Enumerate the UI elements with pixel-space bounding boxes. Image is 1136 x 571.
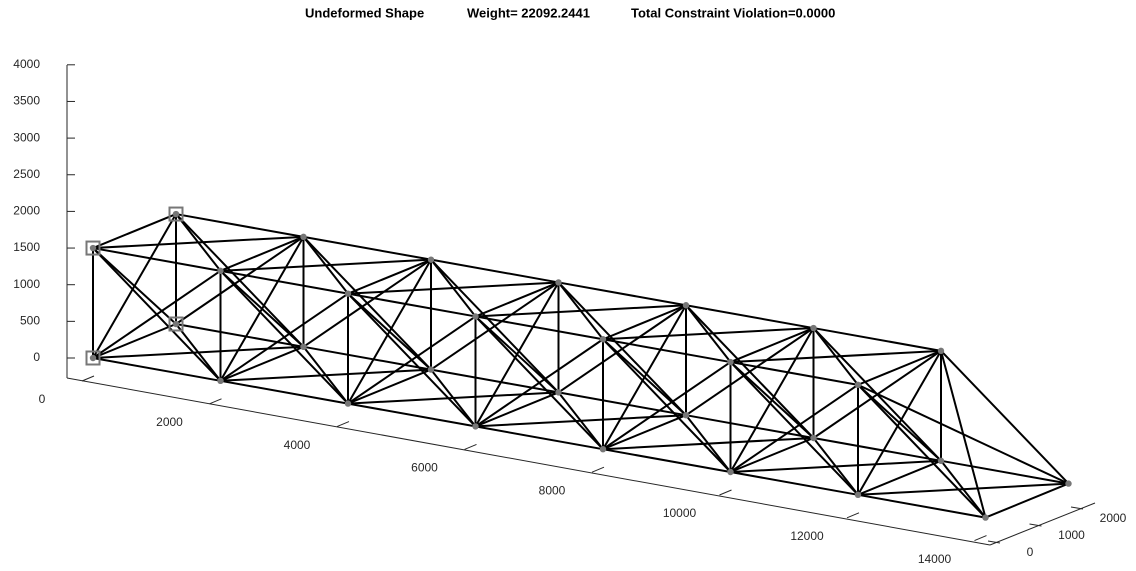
node xyxy=(300,234,306,240)
z-tick-label: 3500 xyxy=(13,94,40,108)
node xyxy=(428,366,434,372)
z-tick-label: 1000 xyxy=(13,277,40,291)
member xyxy=(348,294,431,370)
node xyxy=(217,378,223,384)
node xyxy=(683,302,689,308)
chart: Undeformed Shape Weight= 22092.2441 Tota… xyxy=(0,0,1136,571)
violation-label: Total Constraint Violation=0.0000 xyxy=(631,5,835,20)
x-tick xyxy=(975,536,987,541)
x-tick xyxy=(592,467,604,472)
node xyxy=(855,382,861,388)
member xyxy=(476,316,559,392)
y-tick-label: 2000 xyxy=(1100,511,1127,525)
x-tick xyxy=(465,444,477,449)
member xyxy=(93,248,176,324)
x-tick-label: 10000 xyxy=(663,506,697,520)
node xyxy=(600,336,606,342)
member xyxy=(603,339,686,415)
weight-label: Weight= 22092.2441 xyxy=(467,5,590,20)
member xyxy=(93,214,176,248)
x-tick xyxy=(82,376,94,381)
z-tick-label: 3000 xyxy=(13,130,40,144)
x-tick xyxy=(847,513,859,518)
z-tick-label: 2000 xyxy=(13,204,40,218)
node xyxy=(600,446,606,452)
node xyxy=(300,344,306,350)
member xyxy=(858,461,941,495)
z-tick-label: 500 xyxy=(20,314,40,328)
node xyxy=(173,321,179,327)
node xyxy=(727,469,733,475)
node xyxy=(555,389,561,395)
x-tick xyxy=(210,399,222,404)
node xyxy=(472,423,478,429)
y-tick-label: 1000 xyxy=(1058,528,1085,542)
member xyxy=(731,362,814,438)
node xyxy=(810,325,816,331)
node xyxy=(90,355,96,361)
node xyxy=(727,359,733,365)
x-tick xyxy=(337,422,349,427)
z-tick-label: 2500 xyxy=(13,167,40,181)
node xyxy=(345,290,351,296)
node xyxy=(938,458,944,464)
node xyxy=(555,279,561,285)
node xyxy=(938,348,944,354)
x-tick-label: 14000 xyxy=(918,552,952,566)
z-tick-label: 4000 xyxy=(13,57,40,71)
title-label: Undeformed Shape xyxy=(305,5,424,20)
x-tick-label: 6000 xyxy=(411,461,438,475)
member xyxy=(221,271,304,347)
member xyxy=(941,351,986,518)
z-tick-label: 1500 xyxy=(13,240,40,254)
z-tick-label: 0 xyxy=(33,350,40,364)
y-tick-label: 0 xyxy=(1027,545,1034,559)
x-tick-label: 2000 xyxy=(156,415,183,429)
node xyxy=(683,412,689,418)
node xyxy=(217,268,223,274)
x-tick-label: 0 xyxy=(39,392,46,406)
member xyxy=(986,484,1069,518)
node xyxy=(90,245,96,251)
node xyxy=(472,313,478,319)
x-tick-label: 12000 xyxy=(790,529,824,543)
x-tick xyxy=(720,490,732,495)
node xyxy=(428,256,434,262)
node xyxy=(810,435,816,441)
node xyxy=(982,514,988,520)
node xyxy=(173,211,179,217)
x-tick-label: 8000 xyxy=(539,483,566,497)
node xyxy=(1065,480,1071,486)
x-tick-label: 4000 xyxy=(284,438,311,452)
member xyxy=(858,385,941,461)
x-axis xyxy=(67,378,990,545)
node xyxy=(345,400,351,406)
node xyxy=(855,492,861,498)
